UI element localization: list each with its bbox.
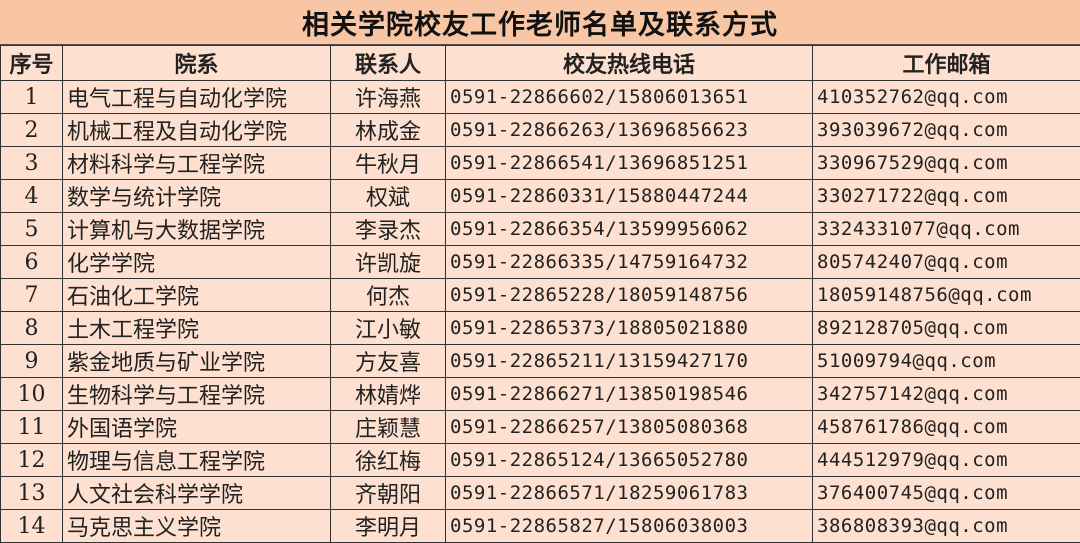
header-email: 工作邮箱 <box>813 46 1080 81</box>
cell-department: 人文社会科学学院 <box>63 477 331 510</box>
cell-email: 330271722@qq.com <box>813 180 1080 213</box>
cell-phone: 0591-22865211/13159427170 <box>446 345 813 378</box>
cell-contact: 林婧烨 <box>331 378 446 411</box>
cell-department: 生物科学与工程学院 <box>63 378 331 411</box>
cell-email: 376400745@qq.com <box>813 477 1080 510</box>
header-index: 序号 <box>1 46 63 81</box>
cell-contact: 方友喜 <box>331 345 446 378</box>
cell-email: 444512979@qq.com <box>813 444 1080 477</box>
cell-index: 14 <box>1 510 63 543</box>
cell-contact: 李明月 <box>331 510 446 543</box>
cell-index: 10 <box>1 378 63 411</box>
cell-phone: 0591-22866354/13599956062 <box>446 213 813 246</box>
cell-contact: 齐朝阳 <box>331 477 446 510</box>
cell-contact: 李录杰 <box>331 213 446 246</box>
cell-contact: 何杰 <box>331 279 446 312</box>
cell-phone: 0591-22865827/15806038003 <box>446 510 813 543</box>
cell-email: 3324331077@qq.com <box>813 213 1080 246</box>
cell-phone: 0591-22866602/15806013651 <box>446 81 813 114</box>
cell-phone: 0591-22865228/18059148756 <box>446 279 813 312</box>
cell-contact: 林成金 <box>331 114 446 147</box>
cell-phone: 0591-22866257/13805080368 <box>446 411 813 444</box>
cell-email: 393039672@qq.com <box>813 114 1080 147</box>
cell-department: 紫金地质与矿业学院 <box>63 345 331 378</box>
cell-contact: 徐红梅 <box>331 444 446 477</box>
cell-phone: 0591-22866263/13696856623 <box>446 114 813 147</box>
cell-phone: 0591-22866541/13696851251 <box>446 147 813 180</box>
cell-email: 892128705@qq.com <box>813 312 1080 345</box>
cell-email: 342757142@qq.com <box>813 378 1080 411</box>
cell-index: 7 <box>1 279 63 312</box>
cell-email: 458761786@qq.com <box>813 411 1080 444</box>
header-row: 序号 院系 联系人 校友热线电话 工作邮箱 <box>1 46 1080 81</box>
cell-phone: 0591-22866335/14759164732 <box>446 246 813 279</box>
cell-email: 410352762@qq.com <box>813 81 1080 114</box>
cell-email: 330967529@qq.com <box>813 147 1080 180</box>
cell-department: 机械工程及自动化学院 <box>63 114 331 147</box>
cell-phone: 0591-22860331/15880447244 <box>446 180 813 213</box>
cell-index: 13 <box>1 477 63 510</box>
cell-contact: 许海燕 <box>331 81 446 114</box>
header-phone: 校友热线电话 <box>446 46 813 81</box>
cell-phone: 0591-22866571/18259061783 <box>446 477 813 510</box>
cell-department: 土木工程学院 <box>63 312 331 345</box>
cell-index: 3 <box>1 147 63 180</box>
cell-department: 石油化工学院 <box>63 279 331 312</box>
cell-contact: 庄颖慧 <box>331 411 446 444</box>
cell-contact: 牛秋月 <box>331 147 446 180</box>
cell-email: 386808393@qq.com <box>813 510 1080 543</box>
cell-index: 4 <box>1 180 63 213</box>
cell-email: 805742407@qq.com <box>813 246 1080 279</box>
cell-contact: 江小敏 <box>331 312 446 345</box>
cell-index: 9 <box>1 345 63 378</box>
cell-department: 电气工程与自动化学院 <box>63 81 331 114</box>
cell-index: 12 <box>1 444 63 477</box>
cell-phone: 0591-22865124/13665052780 <box>446 444 813 477</box>
cell-contact: 权斌 <box>331 180 446 213</box>
cell-department: 材料科学与工程学院 <box>63 147 331 180</box>
cell-index: 11 <box>1 411 63 444</box>
header-department: 院系 <box>63 46 331 81</box>
cell-index: 2 <box>1 114 63 147</box>
cell-index: 5 <box>1 213 63 246</box>
cell-index: 6 <box>1 246 63 279</box>
cell-contact: 许凯旋 <box>331 246 446 279</box>
cell-email: 18059148756@qq.com <box>813 279 1080 312</box>
cell-index: 8 <box>1 312 63 345</box>
cell-phone: 0591-22865373/18805021880 <box>446 312 813 345</box>
cell-department: 物理与信息工程学院 <box>63 444 331 477</box>
table-title: 相关学院校友工作老师名单及联系方式 <box>0 0 1080 45</box>
cell-phone: 0591-22866271/13850198546 <box>446 378 813 411</box>
cell-department: 外国语学院 <box>63 411 331 444</box>
cell-department: 计算机与大数据学院 <box>63 213 331 246</box>
cell-department: 化学学院 <box>63 246 331 279</box>
cell-department: 马克思主义学院 <box>63 510 331 543</box>
cell-index: 1 <box>1 81 63 114</box>
header-contact: 联系人 <box>331 46 446 81</box>
cell-department: 数学与统计学院 <box>63 180 331 213</box>
cell-email: 51009794@qq.com <box>813 345 1080 378</box>
